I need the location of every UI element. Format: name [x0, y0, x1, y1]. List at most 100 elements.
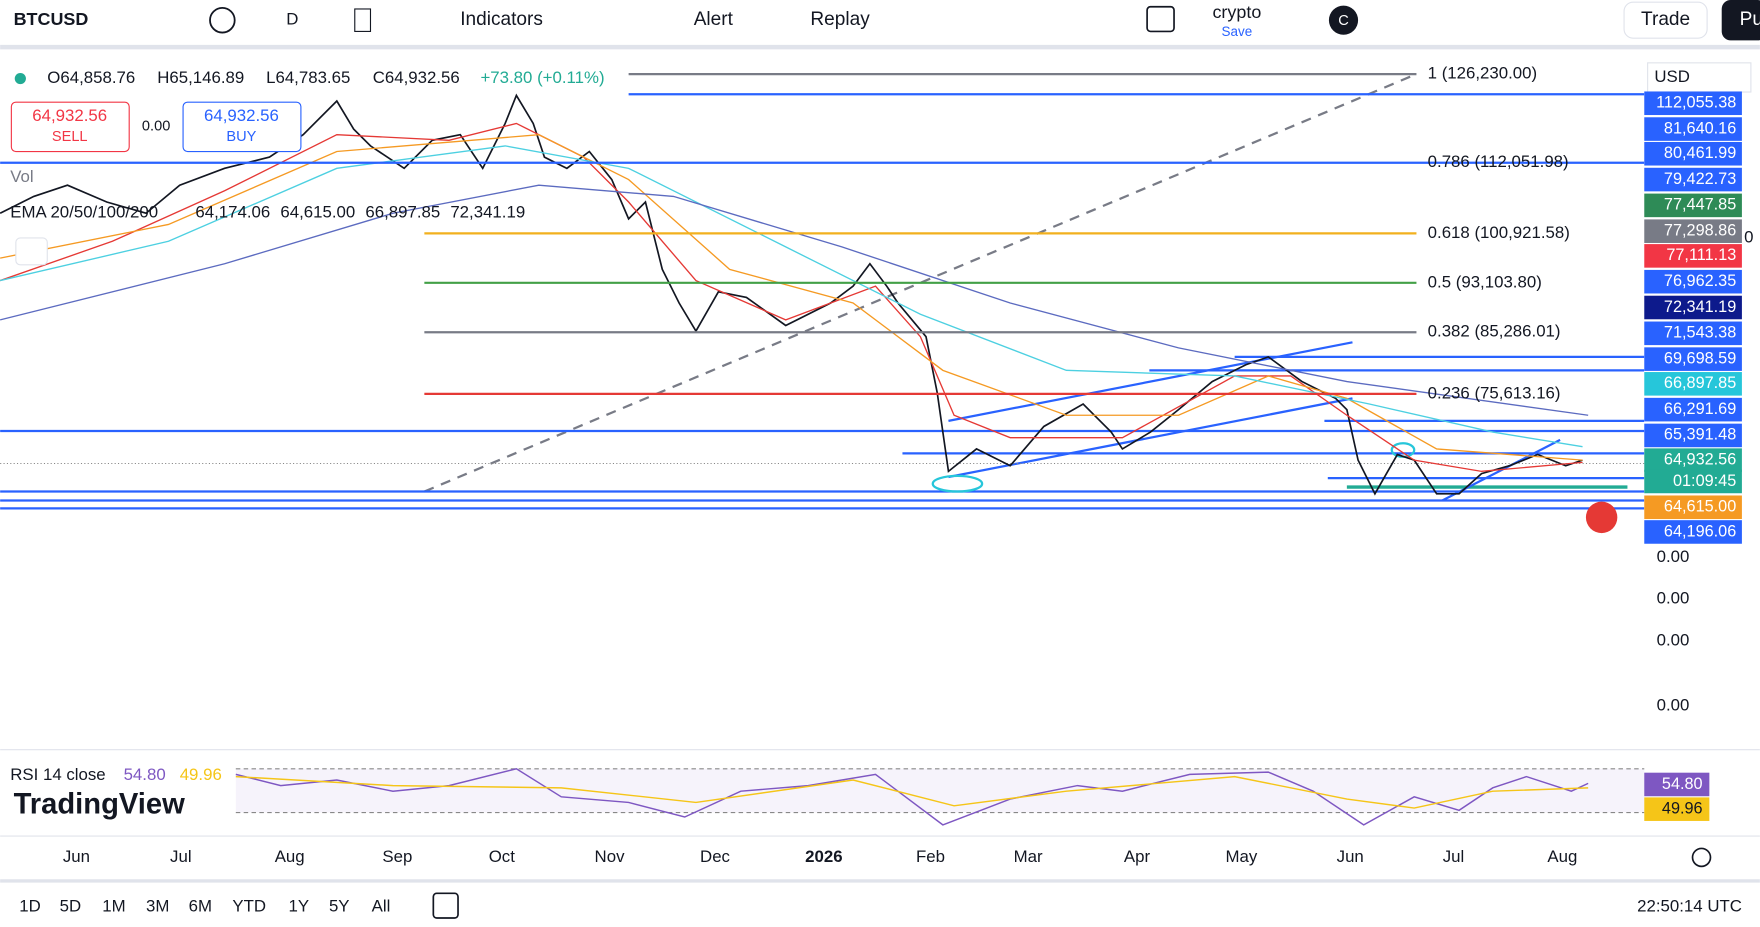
month-label: Feb	[916, 847, 945, 866]
price-labels: 112,055.38 81,640.16 80,461.99 79,422.73 77,…	[1644, 91, 1742, 714]
rsi-line	[235, 767, 1589, 826]
fib-label: 0.236 (75,613.16)	[1428, 383, 1561, 402]
interval[interactable]: D	[286, 10, 298, 29]
price-label: 64,196.06	[1664, 522, 1736, 540]
ohlc-change: +73.80 (+0.11%)	[480, 68, 604, 87]
range-button[interactable]: YTD	[232, 896, 266, 915]
sell-label[interactable]: SELL	[52, 129, 88, 145]
range-button[interactable]: 1Y	[289, 896, 310, 915]
empty-price-label: 0.00	[1657, 630, 1690, 649]
rsi-scale: 54.80 49.96	[1644, 772, 1710, 821]
price-label-bg	[1644, 495, 1742, 520]
alert[interactable]: Alert	[694, 9, 734, 30]
price-label: 64,615.00	[1664, 498, 1736, 516]
clock: 22:50:14 UTC	[1637, 896, 1742, 915]
price-label-bg	[1644, 347, 1742, 371]
rsi-scale-label: 54.80	[1662, 775, 1703, 793]
price-label-bg	[1644, 397, 1742, 422]
currency-select[interactable]	[1647, 62, 1752, 93]
price-label: 66,897.85	[1664, 374, 1736, 392]
price-label: 77,447.85	[1664, 196, 1736, 214]
goto-date[interactable]	[432, 892, 459, 919]
month-label: Jul	[1443, 847, 1465, 866]
settings[interactable]	[1691, 847, 1712, 868]
avatar[interactable]: C	[1338, 13, 1349, 29]
price-label: 76,962.35	[1664, 272, 1736, 290]
range-button[interactable]: 6M	[189, 896, 212, 915]
sell-price[interactable]: 64,932.56	[32, 106, 107, 125]
price-label: 64,932.56	[1664, 450, 1736, 468]
price-label: 79,422.73	[1664, 170, 1736, 188]
avatar-bg[interactable]	[1328, 5, 1359, 35]
trade[interactable]: Trade	[1641, 9, 1690, 30]
ohlc-low: L64,783.65	[266, 68, 350, 87]
price-label: 01:09:45	[1673, 472, 1736, 490]
indicators[interactable]: Indicators	[460, 9, 543, 30]
price-label-bg	[1644, 244, 1742, 268]
fib-lines: 1 (126,230.00) 0.786 (112,051.98) 0.618 (1…	[0, 64, 1645, 402]
empty-price-label: 0.00	[1657, 547, 1690, 566]
price-label-bg	[1644, 448, 1742, 472]
price-label-bg	[1644, 269, 1742, 294]
empty-price-label: 0.00	[1657, 589, 1690, 608]
price-label-bg	[1644, 141, 1742, 166]
price-path	[0, 93, 1583, 496]
month-label: Jun	[1337, 847, 1364, 866]
empty-price-label: 0.00	[1657, 695, 1690, 714]
watermark: TradingView	[14, 788, 186, 820]
price-label-bg	[1644, 372, 1742, 396]
rsi-label: RSI 14 close	[10, 765, 105, 784]
price-label-bg	[1644, 193, 1742, 218]
chart-type[interactable]	[354, 8, 372, 32]
month-label: Jun	[63, 847, 90, 866]
range-button[interactable]: 5Y	[329, 896, 350, 915]
replay[interactable]: Replay	[810, 9, 870, 30]
price-label-bg	[1644, 117, 1742, 141]
fib-label: 0.786 (112,051.98)	[1428, 152, 1569, 171]
fib-label: 0.618 (100,921.58)	[1428, 223, 1570, 242]
month-label: Mar	[1014, 847, 1043, 866]
layout-status[interactable]: Save	[1222, 24, 1253, 39]
symbol[interactable]: BTCUSD	[14, 9, 89, 29]
range-button[interactable]: 1D	[19, 896, 41, 915]
layout-name[interactable]: crypto	[1212, 2, 1261, 22]
price-label: 71,543.38	[1664, 324, 1736, 342]
month-label: Oct	[489, 847, 516, 866]
range-button[interactable]: All	[372, 896, 391, 915]
buy-button[interactable]	[182, 101, 302, 153]
event-flag[interactable]	[1585, 501, 1618, 534]
collapse-button[interactable]	[15, 237, 48, 266]
spread: 0.00	[142, 119, 170, 135]
rsi-ma-value: 49.96	[180, 765, 222, 784]
ohlc-high: H65,146.89	[157, 68, 244, 87]
publish[interactable]: Pu	[1740, 9, 1760, 30]
ema-value: 72,341.19	[450, 203, 525, 222]
range-button[interactable]: 3M	[146, 896, 169, 915]
ema-value: 66,897.85	[365, 203, 440, 222]
add-symbol[interactable]	[209, 6, 236, 34]
price-label: 66,291.69	[1664, 400, 1736, 418]
ema-values: 64,174.06 64,615.00 66,897.85 72,341.19	[195, 203, 525, 222]
month-label: Jul	[170, 847, 192, 866]
trade-button[interactable]	[1623, 1, 1708, 39]
month-label: Aug	[1547, 847, 1577, 866]
buy-label[interactable]: BUY	[226, 129, 256, 145]
rsi-value: 54.80	[124, 765, 166, 784]
range-button[interactable]: 5D	[60, 896, 82, 915]
fib-label: 0.5 (93,103.80)	[1428, 272, 1542, 291]
publish-button[interactable]	[1721, 0, 1760, 41]
fib-label: 1 (126,230.00)	[1428, 64, 1537, 83]
vol-label: Vol	[10, 167, 33, 186]
range-button[interactable]: 1M	[102, 896, 125, 915]
buy-price[interactable]: 64,932.56	[204, 106, 279, 125]
price-label-bg	[1644, 469, 1742, 494]
price-label-bg	[1644, 321, 1742, 346]
price-label: 77,111.13	[1666, 246, 1736, 264]
price-label-bg	[1644, 219, 1742, 243]
status-dot	[14, 72, 26, 85]
layout-icon[interactable]	[1146, 5, 1175, 33]
price-label: 112,055.38	[1656, 94, 1736, 112]
sell-button[interactable]	[10, 101, 130, 153]
ohlc-open: O64,858.76	[47, 68, 135, 87]
currency[interactable]: USD	[1654, 67, 1690, 86]
